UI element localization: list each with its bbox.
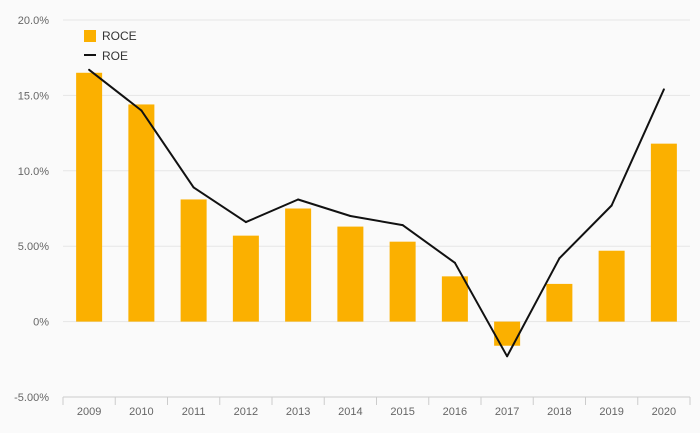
x-tick-label: 2015 [390, 406, 414, 418]
x-tick-label: 2020 [652, 406, 676, 418]
y-tick-label: 15.0% [18, 90, 49, 102]
roe-point-2009 [88, 68, 91, 71]
roe-point-2013 [297, 198, 300, 201]
bar-roce-2016 [441, 276, 468, 322]
bar-roce-2013 [285, 208, 312, 322]
bar-roce-2015 [389, 241, 416, 322]
legend-label-roe: ROE [102, 49, 128, 63]
bar-roce-2018 [546, 283, 573, 322]
legend-swatch-roce [84, 30, 96, 42]
roe-point-2016 [453, 261, 456, 264]
x-tick-label: 2018 [547, 406, 571, 418]
y-tick-label: 20.0% [18, 15, 49, 27]
roe-point-2012 [244, 221, 247, 224]
roe-point-2011 [192, 186, 195, 189]
y-tick-label: 10.0% [18, 166, 49, 178]
roe-point-2014 [349, 215, 352, 218]
bar-roce-2017 [494, 321, 521, 346]
bar-roce-2010 [128, 104, 155, 322]
x-tick-label: 2019 [599, 406, 623, 418]
bar-roce-2020 [650, 143, 677, 322]
y-tick-label: -5.00% [14, 392, 49, 404]
x-tick-label: 2011 [182, 406, 206, 418]
y-axis-tick-labels: 20.0% 15.0% 10.0% 5.00% 0% -5.00% [14, 15, 49, 404]
bar-roce-2012 [232, 235, 259, 322]
x-tick-label: 2017 [495, 406, 519, 418]
bar-roce-2014 [337, 226, 364, 322]
y-tick-label: 0% [33, 317, 49, 329]
roe-point-2018 [558, 257, 561, 260]
roe-point-2019 [610, 204, 613, 207]
roe-point-2017 [506, 355, 509, 358]
y-tick-label: 5.00% [18, 241, 49, 253]
x-axis: 2009 2010 2011 2012 2013 2014 2015 2016 2017 2018… [62, 396, 691, 418]
grid-lines [63, 19, 690, 398]
x-tick-label: 2016 [443, 406, 467, 418]
roe-point-2015 [401, 224, 404, 227]
roe-point-2010 [140, 109, 143, 112]
legend-label-roce: ROCE [102, 29, 137, 43]
x-tick-label: 2009 [77, 406, 101, 418]
x-tick-label: 2012 [234, 406, 258, 418]
x-tick-label: 2014 [338, 406, 362, 418]
roce-bars [76, 72, 677, 346]
roe-line-layer [88, 68, 665, 358]
bar-roce-2009 [76, 72, 103, 322]
x-tick-label: 2013 [286, 406, 310, 418]
x-tick-label: 2010 [129, 406, 153, 418]
bar-roce-2011 [180, 199, 207, 322]
roe-line [88, 69, 665, 358]
bar-roce-2019 [598, 250, 625, 322]
roe-point-2020 [662, 88, 665, 91]
legend: ROCE ROE [84, 29, 137, 63]
